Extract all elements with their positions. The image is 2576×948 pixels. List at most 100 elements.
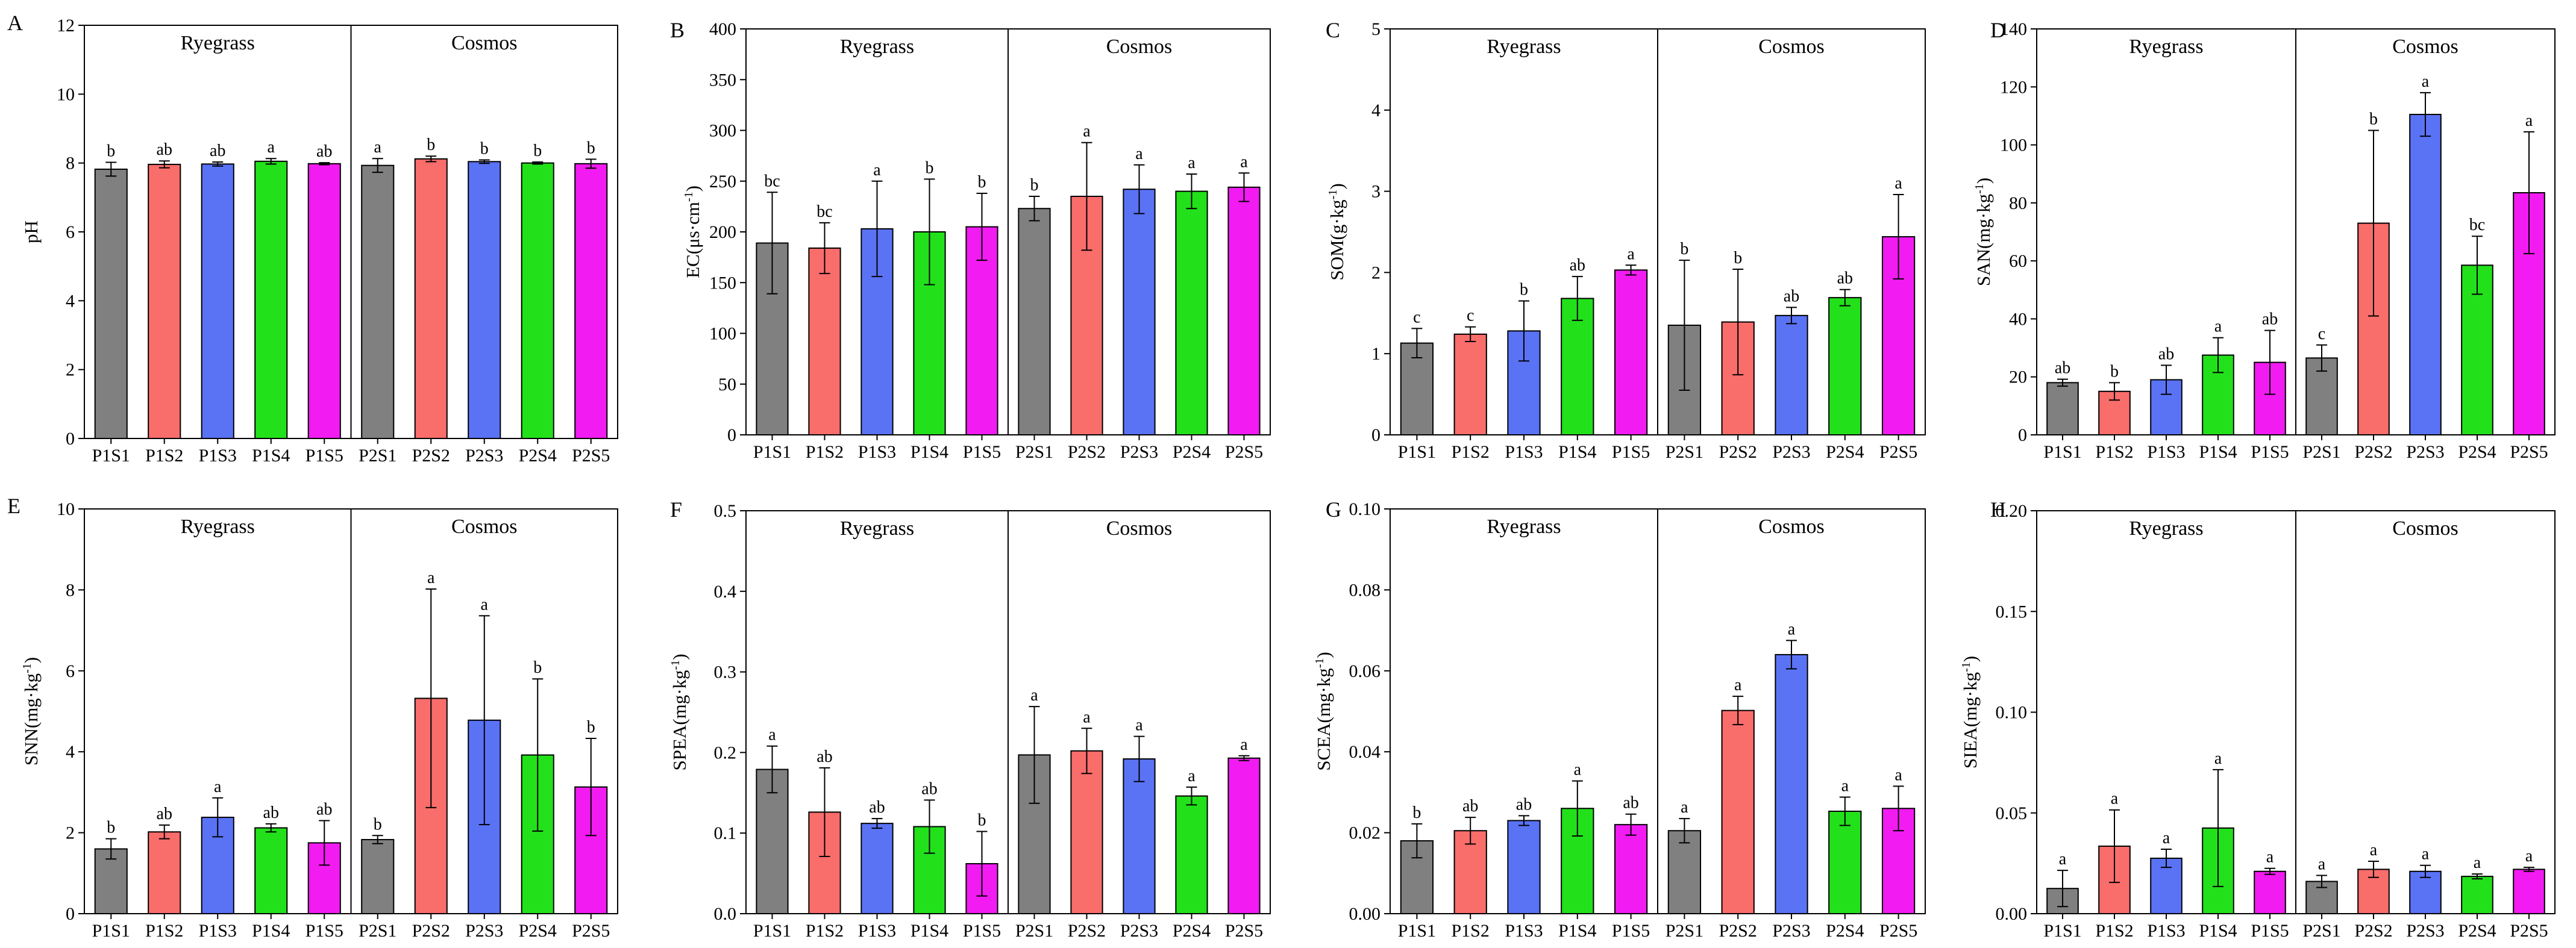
- x-tick-label: P1S1: [1398, 921, 1436, 941]
- x-tick-label: P1S4: [910, 442, 948, 462]
- x-tick-label: P2S3: [1120, 921, 1158, 941]
- significance-letter: c: [1413, 308, 1420, 326]
- y-tick-label: 0.06: [1349, 661, 1381, 681]
- significance-letter: ab: [2055, 359, 2070, 378]
- y-tick-label: 12: [57, 16, 75, 36]
- bar-p1s2: [148, 163, 181, 439]
- y-tick-label: 300: [709, 121, 736, 141]
- x-tick-label: P2S2: [1068, 442, 1106, 462]
- panel-letter-B: B: [670, 18, 685, 42]
- x-tick-label: P2S2: [412, 446, 450, 466]
- bar-p1s4: [254, 827, 288, 915]
- bar-p2s4: [521, 162, 554, 439]
- panel-G: G Ryegrass Cosmos 0.00 0.02 0.04 0.06 0.08 0.10 S…: [1313, 497, 1926, 941]
- significance-letter: b: [1734, 249, 1742, 267]
- x-tick-label: P2S4: [519, 921, 557, 941]
- x-tick-label: P1S5: [963, 442, 1001, 462]
- y-tick-label: 0.0: [714, 904, 737, 924]
- y-tick-label: 0: [66, 429, 75, 449]
- x-tick-label: P1S2: [806, 921, 844, 941]
- x-tick-label: P2S1: [359, 921, 396, 941]
- significance-letter: bc: [764, 172, 780, 190]
- significance-letter: a: [1135, 145, 1143, 163]
- bar-p2s2: [1721, 709, 1755, 914]
- bar-p2s4: [1828, 297, 1862, 435]
- x-tick-label: P2S5: [1225, 921, 1263, 941]
- significance-letter: a: [427, 569, 435, 587]
- y-tick-label: 0.08: [1349, 580, 1381, 600]
- significance-letter: a: [2214, 317, 2222, 336]
- y-axis-label: EC(μs·cm-1): [682, 186, 703, 278]
- significance-letter: a: [2266, 848, 2274, 867]
- significance-letter: a: [2422, 72, 2430, 91]
- y-tick-label: 4: [66, 291, 75, 311]
- y-tick-label: 0.2: [714, 743, 737, 762]
- y-tick-label: 8: [66, 154, 75, 173]
- x-tick-label: P1S4: [910, 921, 948, 941]
- x-tick-label: P1S2: [806, 442, 844, 462]
- significance-letter: b: [587, 718, 595, 737]
- x-tick-label: P1S1: [1398, 442, 1436, 462]
- y-tick-label: 0.1: [714, 823, 737, 843]
- y-tick-label: 1: [1371, 344, 1380, 364]
- y-tick-label: 140: [2000, 19, 2027, 39]
- significance-letter: ab: [1570, 256, 1585, 275]
- x-tick-label: P1S3: [1505, 921, 1543, 941]
- significance-letter: a: [1574, 761, 1582, 779]
- panel-letter-E: E: [7, 494, 20, 518]
- significance-letter: b: [978, 173, 986, 192]
- x-tick-label: P2S2: [1068, 921, 1106, 941]
- y-tick-label: 0.10: [1996, 703, 2028, 723]
- x-tick-label: P1S1: [92, 446, 130, 466]
- significance-letter: b: [926, 158, 934, 177]
- y-tick-label: 0.15: [1996, 602, 2028, 622]
- x-tick-label: P2S1: [1666, 921, 1703, 941]
- y-tick-label: 20: [2009, 367, 2027, 387]
- group-label-ryegrass: Ryegrass: [840, 517, 914, 540]
- x-tick-label: P2S2: [1719, 442, 1757, 462]
- bar-p1s3: [1507, 820, 1541, 914]
- y-tick-label: 10: [57, 499, 75, 519]
- significance-letter: b: [427, 136, 435, 154]
- x-tick-label: P2S1: [2302, 442, 2340, 462]
- bar-p2s5: [1227, 186, 1261, 435]
- y-axis-label: SIEA(mg·kg-1): [1960, 656, 1981, 769]
- x-tick-label: P1S1: [753, 921, 791, 941]
- x-tick-label: P2S3: [1772, 921, 1810, 941]
- bar-p2s5: [1227, 757, 1261, 914]
- x-tick-label: P1S2: [2095, 442, 2133, 462]
- y-tick-label: 2: [66, 823, 75, 843]
- significance-letter: b: [1030, 176, 1039, 195]
- x-tick-label: P2S4: [2458, 921, 2496, 941]
- x-tick-label: P1S3: [2147, 921, 2185, 941]
- significance-letter: ab: [263, 803, 279, 822]
- x-tick-label: P2S5: [1225, 442, 1263, 462]
- y-tick-label: 200: [709, 222, 736, 242]
- significance-letter: b: [2369, 110, 2378, 129]
- y-axis-label: SOM(g·kg-1): [1326, 183, 1347, 280]
- bar-p1s4: [1561, 298, 1594, 436]
- group-label-ryegrass: Ryegrass: [2129, 517, 2203, 540]
- significance-letter: b: [1412, 803, 1421, 822]
- significance-letter: a: [2059, 850, 2067, 868]
- x-tick-label: P2S3: [1120, 442, 1158, 462]
- x-tick-label: P1S5: [306, 446, 343, 466]
- y-tick-label: 100: [709, 324, 736, 344]
- significance-letter: a: [1083, 122, 1091, 141]
- significance-letter: ab: [2262, 310, 2278, 329]
- significance-letter: ab: [921, 779, 937, 798]
- x-tick-label: P2S2: [2354, 921, 2392, 941]
- y-tick-label: 3: [1371, 182, 1380, 202]
- x-tick-label: P1S4: [1558, 442, 1596, 462]
- significance-letter: b: [978, 811, 986, 830]
- y-axis-label: SPEA(mg·kg-1): [669, 653, 690, 770]
- significance-letter: a: [1188, 767, 1196, 785]
- significance-letter: bc: [816, 202, 832, 221]
- y-tick-label: 4: [1371, 101, 1380, 120]
- significance-letter: b: [107, 819, 115, 837]
- significance-letter: a: [1627, 245, 1635, 263]
- bar-p2s4: [2461, 876, 2493, 915]
- x-tick-label: P2S5: [1879, 442, 1917, 462]
